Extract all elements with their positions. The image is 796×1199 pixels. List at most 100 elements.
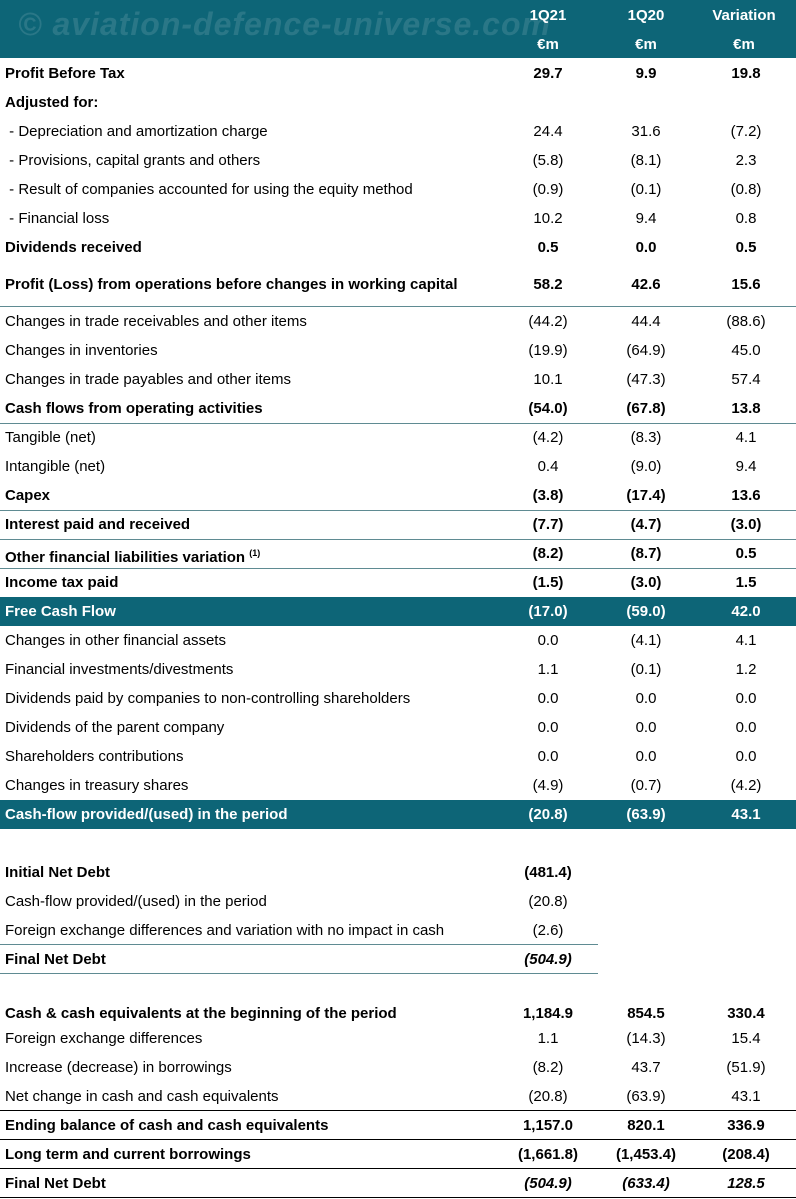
table-row: Tangible (net) (4.2) (8.3) 4.1 [0,423,796,452]
table-row-highlight: Free Cash Flow (17.0) (59.0) 42.0 [0,597,796,626]
row-value-variation: (3.0) [730,516,762,533]
row-value-1q20: (4.7) [630,516,662,533]
row-label: Changes in treasury shares [5,777,189,794]
row-value-1q21: 10.1 [533,371,563,388]
row-value-1q21: (4.2) [532,429,564,446]
divider [0,1168,796,1169]
row-value-1q21: (3.8) [532,487,564,504]
row-value-1q21: (8.2) [532,545,564,562]
header-unit-variation: €m [733,36,755,53]
row-label: Dividends of the parent company [5,719,225,736]
row-value-variation: 0.5 [735,239,757,256]
divider [0,423,796,424]
divider [0,1139,796,1140]
row-value-1q20: (3.0) [630,574,662,591]
row-label: Income tax paid [5,574,119,591]
row-value-variation: 0.8 [735,210,757,227]
row-value-1q20: 9.4 [635,210,657,227]
watermark: © aviation-defence-universe.com [18,6,551,42]
row-value-variation: 57.4 [731,371,761,388]
row-label: Capex [5,487,51,504]
row-value-1q20: (67.8) [626,400,666,417]
row-value-1q20: (47.3) [626,371,666,388]
row-value-variation: 9.4 [735,458,757,475]
row-value-1q20: 0.0 [635,748,657,765]
row-value-1q21: (1,661.8) [517,1146,579,1163]
row-value-variation: 0.0 [735,748,757,765]
row-value-1q21: (504.9) [524,1175,572,1192]
footnote-marker: (1) [249,548,261,558]
table-row: - Provisions, capital grants and others … [0,146,796,175]
row-value-1q20: (0.7) [630,777,662,794]
row-value-variation: (51.9) [726,1059,766,1076]
row-label: Final Net Debt [5,1175,106,1192]
row-label: Ending balance of cash and cash equivale… [5,1117,329,1134]
row-value-variation: 43.1 [731,806,761,823]
row-value-1q20: 820.1 [627,1117,665,1134]
table-row: Dividends paid by companies to non-contr… [0,684,796,713]
table-row: Net change in cash and cash equivalents … [0,1082,796,1111]
row-value-1q21: (2.6) [532,922,564,939]
row-value-1q21: 0.5 [537,239,559,256]
row-label: Initial Net Debt [5,864,111,881]
table-row: Other financial liabilities variation (1… [0,539,796,568]
divider [0,568,796,569]
row-value-1q21: 10.2 [533,210,563,227]
row-value-1q20: (633.4) [622,1175,670,1192]
table-row-highlight: Cash-flow provided/(used) in the period … [0,800,796,829]
row-label: Free Cash Flow [5,603,116,620]
row-label: - Financial loss [5,210,110,227]
row-value-1q21: (7.7) [532,516,564,533]
row-label: Changes in other financial assets [5,632,226,649]
row-value-1q20: (8.1) [630,152,662,169]
row-value-variation: (0.8) [730,181,762,198]
table-row: Dividends of the parent company 0.0 0.0 … [0,713,796,742]
divider [0,539,796,540]
row-label: Tangible (net) [5,429,96,446]
row-label: Intangible (net) [5,458,106,475]
row-value-variation: 19.8 [731,65,761,82]
row-label: Foreign exchange differences and variati… [5,922,445,939]
row-value-1q20: 42.6 [631,276,661,293]
table-row: Changes in trade payables and other item… [0,365,796,394]
row-value-variation: 13.8 [731,400,761,417]
table-row: Final Net Debt (504.9) (633.4) 128.5 [0,1169,796,1198]
row-label: Profit Before Tax [5,65,125,82]
row-value-1q20: (0.1) [630,661,662,678]
row-value-1q21: (481.4) [524,864,572,881]
table-row: - Result of companies accounted for usin… [0,175,796,204]
row-label: Dividends received [5,239,142,256]
row-value-variation: (208.4) [722,1146,770,1163]
divider [0,510,796,511]
table-row: - Depreciation and amortization charge 2… [0,117,796,146]
row-value-variation: 128.5 [727,1175,765,1192]
table-row: Foreign exchange differences 1.1 (14.3) … [0,1024,796,1053]
row-label: Changes in trade receivables and other i… [5,313,307,330]
row-label: Financial investments/divestments [5,661,234,678]
table-row: Long term and current borrowings (1,661.… [0,1140,796,1169]
divider [0,973,598,974]
row-value-1q20: 0.0 [635,719,657,736]
row-value-1q21: (4.9) [532,777,564,794]
row-value-variation: 1.5 [735,574,757,591]
table-row: Cash & cash equivalents at the beginning… [0,999,796,1028]
row-value-1q21: (1.5) [532,574,564,591]
row-value-variation: 13.6 [731,487,761,504]
row-label: Other financial liabilities variation (1… [5,539,260,572]
table-row: Increase (decrease) in borrowings (8.2) … [0,1053,796,1082]
table-row: Profit Before Tax 29.7 9.9 19.8 [0,59,796,88]
row-value-variation: 15.6 [731,276,761,293]
table-row: Ending balance of cash and cash equivale… [0,1111,796,1140]
row-value-1q20: (63.9) [626,1088,666,1105]
row-value-variation: 45.0 [731,342,761,359]
row-label: Profit (Loss) from operations before cha… [5,276,458,293]
row-value-1q20: (8.7) [630,545,662,562]
table-row: - Financial loss 10.2 9.4 0.8 [0,204,796,233]
row-value-1q20: 0.0 [635,690,657,707]
row-value-1q21: (20.8) [528,1088,568,1105]
row-value-1q21: 0.0 [537,690,559,707]
header-period-1q20: 1Q20 [627,7,665,24]
row-value-1q21: (19.9) [528,342,568,359]
row-value-1q20: 31.6 [631,123,661,140]
row-value-1q20: (14.3) [626,1030,666,1047]
